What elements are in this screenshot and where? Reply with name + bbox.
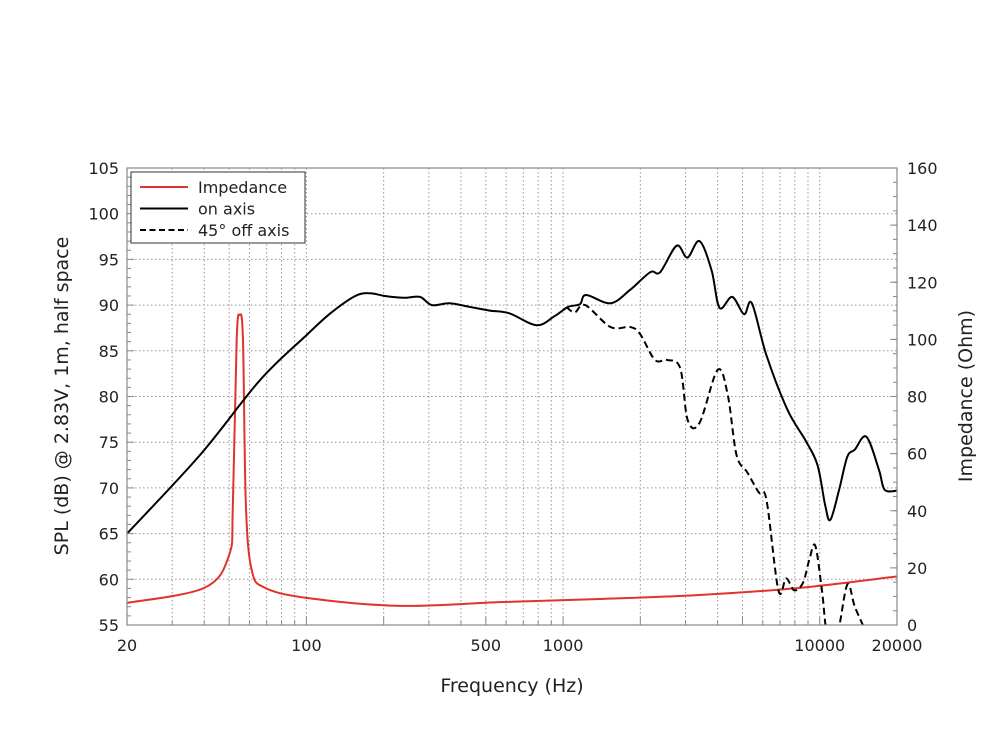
x-axis-label: Frequency (Hz) xyxy=(440,675,583,697)
y-tick-label: 70 xyxy=(99,479,119,498)
y2-axis-label: Impedance (Ohm) xyxy=(955,310,977,482)
x-tick-label: 20 xyxy=(117,636,137,655)
legend-label: on axis xyxy=(198,200,255,219)
y-tick-label: 100 xyxy=(88,205,119,224)
y-tick-label: 65 xyxy=(99,525,119,544)
series-layer xyxy=(127,240,897,625)
x-tick-label: 1000 xyxy=(543,636,584,655)
y-tick-label: 55 xyxy=(99,616,119,635)
y2-tick-label: 120 xyxy=(907,273,938,292)
y-tick-label: 85 xyxy=(99,342,119,361)
y2-tick-label: 40 xyxy=(907,502,927,521)
grid xyxy=(127,168,897,625)
y-tick-label: 75 xyxy=(99,433,119,452)
y-tick-label: 105 xyxy=(88,159,119,178)
series-line-on-axis xyxy=(127,240,897,535)
y-tick-label: 95 xyxy=(99,250,119,269)
y2-tick-label: 20 xyxy=(907,559,927,578)
x-tick-label: 10000 xyxy=(794,636,845,655)
y-tick-label: 80 xyxy=(99,388,119,407)
y-tick-label: 60 xyxy=(99,570,119,589)
legend-label: Impedance xyxy=(198,178,287,197)
y2-tick-label: 100 xyxy=(907,330,938,349)
series-line-45-off-axis xyxy=(565,303,864,625)
legend: Impedance on axis 45° off axis xyxy=(130,171,306,244)
x-tick-label: 20000 xyxy=(872,636,923,655)
y-axis-label: SPL (dB) @ 2.83V, 1m, half space xyxy=(51,237,73,556)
y2-tick-label: 60 xyxy=(907,445,927,464)
series-line-impedance xyxy=(127,313,897,607)
y2-tick-label: 80 xyxy=(907,388,927,407)
ticks: 55 60 65 70 75 80 85 90 95 100 105 0 20 40 60 80 100 120 1… xyxy=(88,159,937,655)
y2-tick-label: 140 xyxy=(907,216,938,235)
y2-tick-label: 0 xyxy=(907,616,917,635)
x-tick-label: 500 xyxy=(471,636,502,655)
y-tick-label: 90 xyxy=(99,296,119,315)
x-tick-label: 100 xyxy=(291,636,322,655)
y2-tick-label: 160 xyxy=(907,159,938,178)
legend-label: 45° off axis xyxy=(198,221,289,240)
